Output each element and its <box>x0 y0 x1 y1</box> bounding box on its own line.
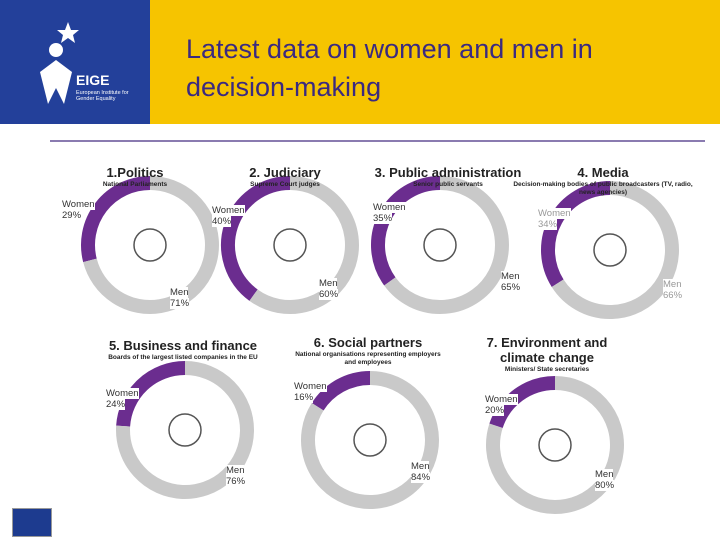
logo-figure <box>40 22 79 104</box>
value-label: 71% <box>170 298 190 309</box>
logo-caption: European Institute for Gender Equality <box>76 90 129 102</box>
icon <box>168 413 202 447</box>
chart-subtitle: Supreme Court judges <box>250 181 320 188</box>
donut-segment <box>83 176 219 314</box>
category-label: Women <box>538 208 571 219</box>
category-label: Men <box>319 278 338 289</box>
value-label: 84% <box>411 472 431 483</box>
category-label: Women <box>485 394 518 405</box>
value-label: 40% <box>212 216 232 227</box>
chart-subtitle: Senior public servants <box>413 181 483 188</box>
category-label: Men <box>501 271 520 282</box>
icon-bg <box>392 197 488 293</box>
category-label: Women <box>373 202 406 213</box>
category-label: Women <box>294 381 327 392</box>
donut-segment <box>384 176 509 314</box>
divider <box>50 140 705 142</box>
donut-segment <box>221 176 291 301</box>
donut-segment <box>301 371 439 509</box>
chart-title: 6. Social partners <box>313 335 423 350</box>
chart-title: 2. Judiciary <box>249 165 321 180</box>
donut-segment <box>486 376 624 514</box>
icon <box>593 233 627 267</box>
chart-subtitle: National Parliaments <box>102 181 168 188</box>
chart-subtitle: National organisations representing empl… <box>295 351 441 366</box>
category-label: Women <box>212 205 245 216</box>
icon <box>273 228 307 262</box>
logo-box: EIGE European Institute for Gender Equal… <box>0 0 150 124</box>
donut-segment <box>81 176 151 263</box>
chart-subtitle: Boards of the largest listed companies i… <box>108 354 258 361</box>
icon <box>538 428 572 462</box>
icon <box>133 228 167 262</box>
value-label: 66% <box>663 290 683 301</box>
value-label: 34% <box>538 219 558 230</box>
donut-segment <box>249 176 359 314</box>
value-label: 24% <box>106 399 126 410</box>
value-label: 80% <box>595 480 615 491</box>
value-label: 35% <box>373 213 393 224</box>
value-label: 60% <box>319 289 339 300</box>
donut-segment <box>311 371 371 411</box>
chart-title: 3. Public administration <box>374 165 522 180</box>
category-label: Women <box>62 199 95 210</box>
value-label: 16% <box>294 392 314 403</box>
value-label: 29% <box>62 210 82 221</box>
category-label: Women <box>106 388 139 399</box>
category-label: Men <box>170 287 189 298</box>
value-label: 20% <box>485 405 505 416</box>
category-label: Men <box>226 465 245 476</box>
chart-subtitle: Decision-making bodies of public broadca… <box>513 181 693 196</box>
category-label: Men <box>663 279 682 290</box>
value-label: 76% <box>226 476 246 487</box>
icon-bg <box>137 382 233 478</box>
icon <box>353 423 387 457</box>
chart-title: 1.Politics <box>106 165 164 180</box>
icon-bg <box>102 197 198 293</box>
category-label: Men <box>595 469 614 480</box>
category-label: Men <box>411 461 430 472</box>
header-title: Latest data on women and men in decision… <box>186 34 593 102</box>
chart-title: 4. Media <box>577 165 629 180</box>
icon-bg <box>507 397 603 493</box>
icon-bg <box>562 202 658 298</box>
chart-subtitle: Ministers/ State secretaries <box>504 366 590 373</box>
icon <box>423 228 457 262</box>
value-label: 65% <box>501 282 521 293</box>
icon-bg <box>322 392 418 488</box>
chart-title: 7. Environment and climate change <box>486 335 608 365</box>
chart-title: 5. Business and finance <box>108 338 258 353</box>
donut-segment <box>489 376 556 429</box>
eu-flag <box>12 508 52 537</box>
icon-bg <box>242 197 338 293</box>
donut-segment <box>116 361 186 427</box>
logo-name: EIGE <box>76 72 110 88</box>
